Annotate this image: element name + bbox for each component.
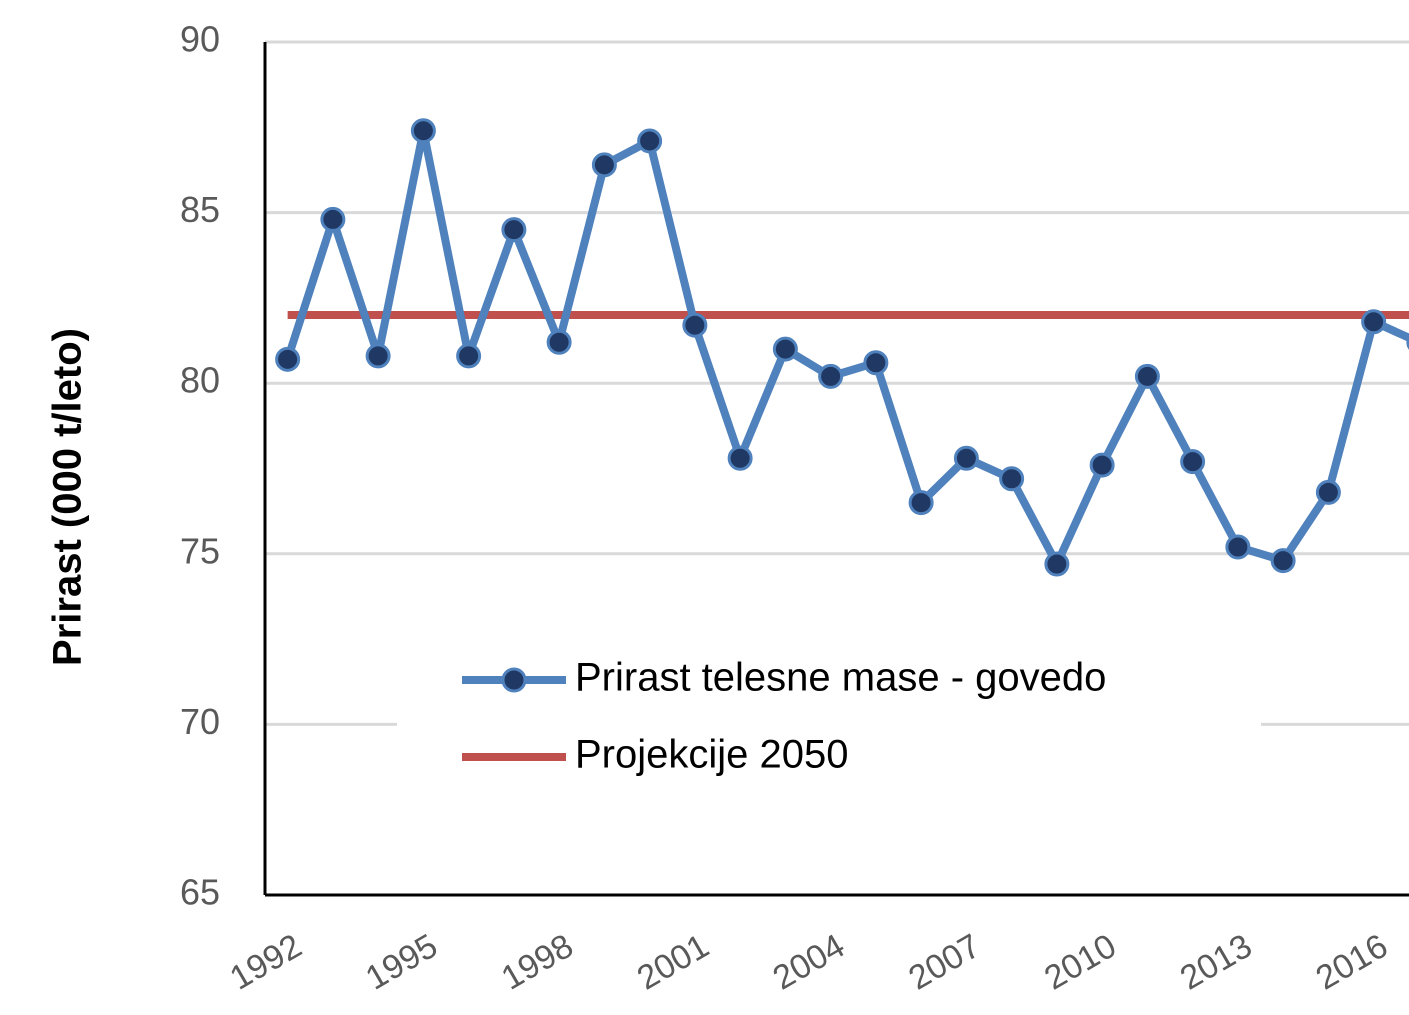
y-tick-label: 80 [180, 360, 220, 401]
y-tick-label: 75 [180, 530, 220, 571]
point-marker [410, 118, 436, 144]
legend-label: Prirast telesne mase - govedo [575, 656, 1106, 700]
x-tick-label: 2016 [1310, 927, 1395, 998]
point-marker [727, 445, 753, 471]
point-marker [546, 329, 572, 355]
point-marker [275, 346, 301, 372]
point-marker [1044, 551, 1070, 577]
point-marker [818, 363, 844, 389]
point-marker [772, 336, 798, 362]
x-tick-label: 1992 [224, 927, 309, 998]
x-tick-label: 1995 [359, 927, 444, 998]
point-marker [1180, 449, 1206, 475]
point-marker [1089, 452, 1115, 478]
point-marker [501, 217, 527, 243]
y-tick-label: 70 [180, 701, 220, 742]
point-marker [863, 350, 889, 376]
plot-area [275, 118, 1409, 577]
point-marker [682, 312, 708, 338]
point-marker [953, 445, 979, 471]
legend-box [397, 645, 1261, 795]
legend-marker [501, 667, 527, 693]
point-marker [365, 343, 391, 369]
x-tick-label: 2010 [1038, 927, 1123, 998]
x-tick-label: 2007 [902, 927, 987, 998]
point-marker [1134, 363, 1160, 389]
point-marker [1315, 479, 1341, 505]
y-tick-label: 90 [180, 19, 220, 60]
point-marker [908, 490, 934, 516]
point-marker [637, 128, 663, 154]
legend-label: Projekcije 2050 [575, 733, 849, 777]
y-axis-label: Prirast (000 t/leto) [46, 328, 90, 666]
x-tick-label: 1998 [495, 927, 580, 998]
point-marker [1270, 548, 1296, 574]
point-marker [999, 466, 1025, 492]
point-marker [320, 206, 346, 232]
point-marker [456, 343, 482, 369]
x-tick-label: 2013 [1174, 927, 1259, 998]
series-line [283, 126, 1409, 569]
x-tick-label: 2004 [767, 927, 852, 998]
point-marker [1225, 534, 1251, 560]
point-marker [591, 152, 617, 178]
y-tick-label: 85 [180, 189, 220, 230]
x-tick-label: 2001 [631, 927, 716, 998]
y-tick-label: 65 [180, 872, 220, 913]
point-marker [1361, 309, 1387, 335]
